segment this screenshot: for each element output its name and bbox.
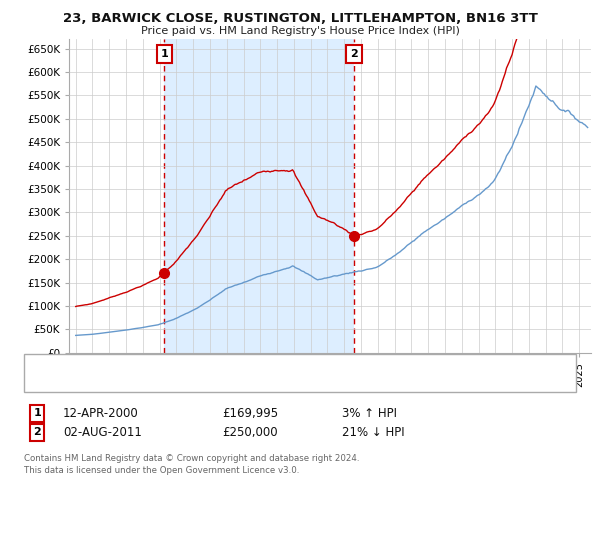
Text: £169,995: £169,995 [222, 407, 278, 420]
Text: 2: 2 [34, 427, 41, 437]
Text: £250,000: £250,000 [222, 426, 278, 439]
Text: 23, BARWICK CLOSE, RUSTINGTON, LITTLEHAMPTON, BN16 3TT: 23, BARWICK CLOSE, RUSTINGTON, LITTLEHAM… [62, 12, 538, 25]
Text: 3% ↑ HPI: 3% ↑ HPI [342, 407, 397, 420]
Text: 02-AUG-2011: 02-AUG-2011 [63, 426, 142, 439]
Text: Contains HM Land Registry data © Crown copyright and database right 2024.
This d: Contains HM Land Registry data © Crown c… [24, 454, 359, 475]
Text: 21% ↓ HPI: 21% ↓ HPI [342, 426, 404, 439]
Text: 23, BARWICK CLOSE, RUSTINGTON, LITTLEHAMPTON, BN16 3TT (detached house): 23, BARWICK CLOSE, RUSTINGTON, LITTLEHAM… [57, 360, 464, 370]
Text: 1: 1 [160, 49, 168, 59]
Text: 1: 1 [34, 408, 41, 418]
Text: 2: 2 [350, 49, 358, 59]
Text: Price paid vs. HM Land Registry's House Price Index (HPI): Price paid vs. HM Land Registry's House … [140, 26, 460, 36]
Text: HPI: Average price, detached house, Arun: HPI: Average price, detached house, Arun [57, 376, 265, 386]
Text: 12-APR-2000: 12-APR-2000 [63, 407, 139, 420]
Bar [164, 39, 354, 353]
